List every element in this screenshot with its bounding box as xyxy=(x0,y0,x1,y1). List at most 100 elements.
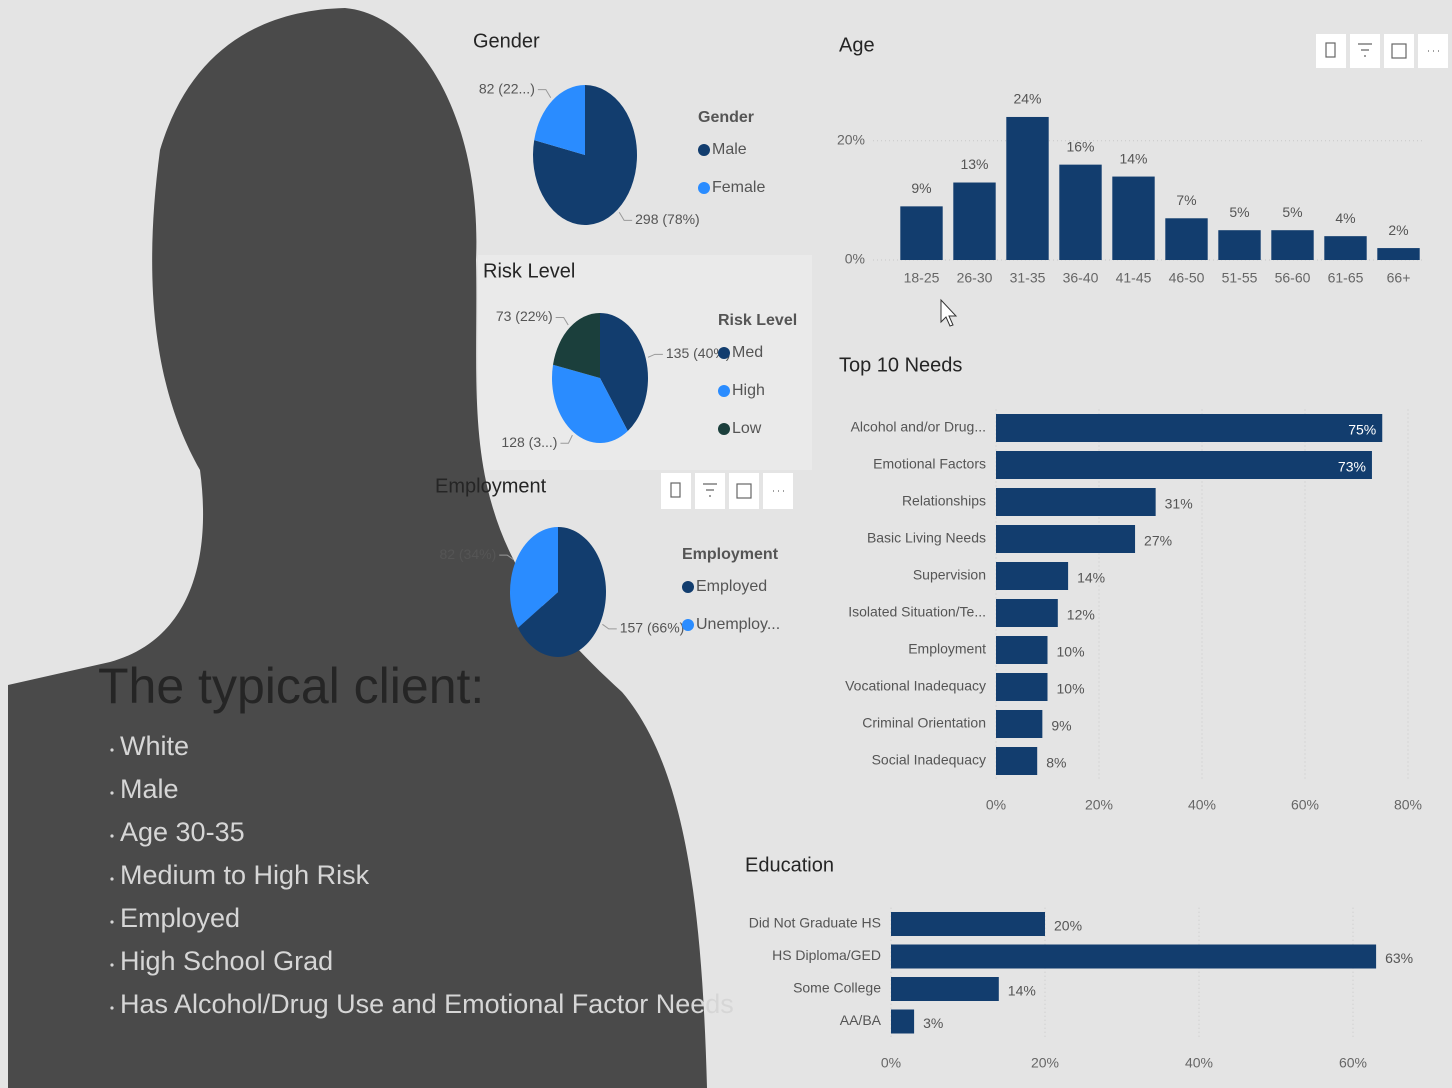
y-tick-label: HS Diploma/GED xyxy=(772,947,881,963)
x-tick-label: 51-55 xyxy=(1222,270,1258,286)
data-label: 10% xyxy=(1057,644,1085,660)
data-label: 27% xyxy=(1144,533,1172,549)
bar xyxy=(996,488,1156,516)
data-label: 16% xyxy=(1066,138,1094,154)
bullet xyxy=(110,877,113,880)
bar xyxy=(996,562,1068,590)
bullet xyxy=(110,1006,113,1009)
x-tick-label: 0% xyxy=(881,1055,901,1071)
data-label: 9% xyxy=(911,180,931,196)
data-label: 63% xyxy=(1385,950,1413,966)
legend-marker xyxy=(698,144,710,156)
legend-label: Female xyxy=(712,179,765,196)
bar xyxy=(891,977,999,1001)
chart-title: Education xyxy=(745,854,834,876)
y-tick-label: Supervision xyxy=(913,567,986,583)
focus-icon[interactable] xyxy=(1384,34,1414,68)
focus-icon[interactable] xyxy=(729,473,759,509)
data-label: 7% xyxy=(1176,192,1196,208)
chart-title: Gender xyxy=(473,30,540,52)
bar xyxy=(953,183,995,260)
bullet xyxy=(110,791,113,794)
x-tick-label: 20% xyxy=(1031,1055,1059,1071)
y-tick-label: 0% xyxy=(845,251,865,267)
x-tick-label: 46-50 xyxy=(1169,270,1205,286)
data-label: 82 (34%) xyxy=(439,546,496,562)
y-tick-label: Did Not Graduate HS xyxy=(749,915,881,931)
x-tick-label: 31-35 xyxy=(1010,270,1046,286)
y-tick-label: Emotional Factors xyxy=(873,456,986,472)
data-label: 73% xyxy=(1338,459,1366,475)
bar xyxy=(1324,236,1366,260)
data-label: 31% xyxy=(1165,496,1193,512)
filter-icon[interactable] xyxy=(695,473,725,509)
legend-title: Risk Level xyxy=(718,312,797,329)
y-tick-label: AA/BA xyxy=(840,1012,882,1028)
y-tick-label: Some College xyxy=(793,980,881,996)
data-label: 14% xyxy=(1119,150,1147,166)
legend-marker xyxy=(718,347,730,359)
x-tick-label: 60% xyxy=(1339,1055,1367,1071)
x-tick-label: 66+ xyxy=(1387,270,1411,286)
bar xyxy=(996,673,1048,701)
chart-title: Risk Level xyxy=(483,260,575,282)
x-tick-label: 61-65 xyxy=(1328,270,1364,286)
x-tick-label: 26-30 xyxy=(957,270,993,286)
data-label: 5% xyxy=(1229,204,1249,220)
y-tick-label: Alcohol and/or Drug... xyxy=(851,419,986,435)
bar xyxy=(891,912,1045,936)
data-label: 157 (66%) xyxy=(620,620,685,636)
legend-label: Unemploy... xyxy=(696,616,780,633)
legend-label: High xyxy=(732,382,765,399)
data-label: 3% xyxy=(923,1015,943,1031)
filter-icon[interactable] xyxy=(1350,34,1380,68)
bar xyxy=(1006,117,1048,260)
bar xyxy=(1059,165,1101,260)
x-tick-label: 40% xyxy=(1188,797,1216,813)
legend-title: Gender xyxy=(698,109,754,126)
data-label: 10% xyxy=(1057,681,1085,697)
bar xyxy=(1165,218,1207,260)
bar xyxy=(996,451,1372,479)
panel-item: Male xyxy=(120,774,179,804)
bar xyxy=(891,1010,914,1034)
panel-item: Has Alcohol/Drug Use and Emotional Facto… xyxy=(120,989,734,1019)
bar xyxy=(996,747,1037,775)
panel-item: Medium to High Risk xyxy=(120,860,370,890)
bar xyxy=(996,710,1042,738)
chart-title: Employment xyxy=(435,475,547,497)
data-label: 13% xyxy=(960,156,988,172)
bar xyxy=(996,414,1382,442)
data-label: 5% xyxy=(1282,204,1302,220)
y-tick-label: Vocational Inadequacy xyxy=(845,678,986,694)
data-label: 4% xyxy=(1335,210,1355,226)
x-tick-label: 20% xyxy=(1085,797,1113,813)
data-label: 12% xyxy=(1067,607,1095,623)
legend-marker xyxy=(718,385,730,397)
data-label: 8% xyxy=(1046,755,1066,771)
copy-icon[interactable] xyxy=(661,473,691,509)
data-label: 75% xyxy=(1348,422,1376,438)
y-tick-label: Basic Living Needs xyxy=(867,530,986,546)
legend-marker xyxy=(718,423,730,435)
x-tick-label: 80% xyxy=(1394,797,1422,813)
y-tick-label: Isolated Situation/Te... xyxy=(848,604,986,620)
legend-label: Employed xyxy=(696,578,767,595)
legend-label: Male xyxy=(712,141,747,158)
chart-title: Age xyxy=(839,34,875,56)
y-tick-label: Social Inadequacy xyxy=(872,752,986,768)
bar xyxy=(891,945,1376,969)
x-tick-label: 60% xyxy=(1291,797,1319,813)
bar xyxy=(900,206,942,260)
bar xyxy=(996,599,1058,627)
bar xyxy=(1218,230,1260,260)
data-label: 128 (3...) xyxy=(501,434,557,450)
legend-marker xyxy=(698,182,710,194)
legend-title: Employment xyxy=(682,546,779,563)
data-label: 14% xyxy=(1008,983,1036,999)
legend-marker xyxy=(682,619,694,631)
copy-icon[interactable] xyxy=(1316,34,1346,68)
y-tick-label: Relationships xyxy=(902,493,986,509)
chart-title: Top 10 Needs xyxy=(839,354,962,376)
bullet xyxy=(110,748,113,751)
